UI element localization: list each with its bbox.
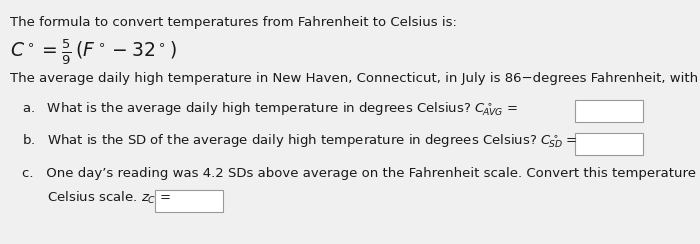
Text: The average daily high temperature in New Haven, Connecticut, in July is 86−degr: The average daily high temperature in Ne… bbox=[10, 72, 700, 85]
Text: Celsius scale. $z_C$ =: Celsius scale. $z_C$ = bbox=[22, 190, 171, 206]
Text: c.   One day’s reading was 4.2 SDs above average on the Fahrenheit scale. Conver: c. One day’s reading was 4.2 SDs above a… bbox=[22, 167, 700, 180]
FancyBboxPatch shape bbox=[575, 100, 643, 122]
FancyBboxPatch shape bbox=[575, 133, 643, 155]
Text: a.   What is the average daily high temperature in degrees Celsius? $C^\circ_{\!: a. What is the average daily high temper… bbox=[22, 100, 518, 118]
Text: b.   What is the SD of the average daily high temperature in degrees Celsius? $C: b. What is the SD of the average daily h… bbox=[22, 133, 578, 151]
Text: The formula to convert temperatures from Fahrenheit to Celsius is:: The formula to convert temperatures from… bbox=[10, 16, 457, 29]
Text: $C^\circ = \frac{5}{9}\,(F^\circ - 32^\circ)$: $C^\circ = \frac{5}{9}\,(F^\circ - 32^\c… bbox=[10, 38, 177, 67]
FancyBboxPatch shape bbox=[155, 190, 223, 212]
